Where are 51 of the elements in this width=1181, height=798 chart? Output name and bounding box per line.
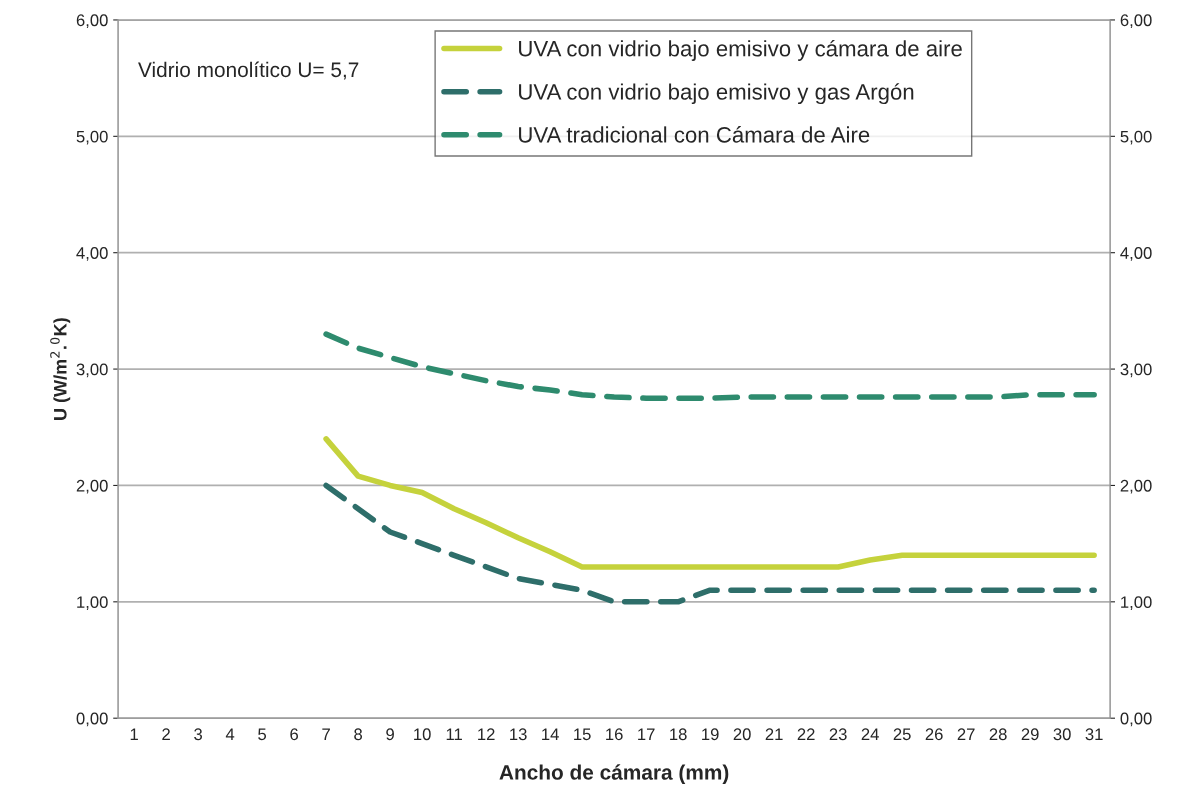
x-tick-label: 17 — [638, 728, 655, 740]
x-tick-label: 4 — [225, 728, 235, 740]
y-axis-title: U (W/m$^{2}$.$^{0}$K) — [50, 318, 71, 420]
x-tick-label: 30 — [1053, 728, 1071, 741]
x-tick-label: 2 — [162, 728, 170, 740]
y-tick-label: 2,00 — [76, 479, 108, 494]
x-tick-label: 22 — [797, 728, 815, 740]
x-tick-label: 7 — [322, 728, 330, 740]
x-tick-label: 6 — [290, 728, 299, 741]
y-tick-label: 3,00 — [76, 363, 108, 378]
x-tick-label: 31 — [1085, 728, 1103, 741]
x-tick-label: 24 — [861, 728, 879, 740]
legend-label: UVA tradicional con Cámara de Aire — [519, 126, 870, 143]
y2-tick-label: 2,00 — [1120, 479, 1152, 494]
x-tick-label: 21 — [765, 728, 783, 740]
legend-label: UVA con vidrio bajo emisivo y cámara de aire — [519, 39, 962, 61]
x-tick-label: 28 — [989, 728, 1007, 741]
x-tick-label: 11 — [446, 728, 462, 740]
y2-tick-label: 6,00 — [1120, 14, 1152, 29]
x-tick-label: 1 — [130, 728, 138, 740]
x-tick-label: 27 — [957, 728, 975, 740]
x-tick-label: 23 — [829, 728, 847, 741]
y2-tick-label: 5,00 — [1120, 130, 1152, 145]
x-tick-label: 29 — [1021, 728, 1039, 741]
y2-tick-label: 4,00 — [1120, 247, 1152, 261]
x-tick-label: 14 — [542, 728, 559, 740]
y-tick-label: 5,00 — [76, 130, 108, 145]
x-tick-label: 16 — [606, 728, 623, 741]
legend-label: UVA con vidrio bajo emisivo y gas Argón — [519, 83, 914, 105]
annotation: Vidrio monolítico U= 5,7 — [138, 61, 359, 80]
x-tick-label: 26 — [925, 728, 943, 741]
x-tick-label: 13 — [510, 728, 527, 741]
y2-tick-label: 1,00 — [1121, 596, 1152, 610]
x-tick-label: 5 — [258, 728, 267, 741]
x-tick-label: 20 — [733, 728, 751, 741]
x-tick-label: 18 — [670, 728, 687, 741]
x-tick-label: 12 — [478, 728, 495, 740]
x-tick-label: 19 — [702, 728, 719, 741]
y-tick-label: 4,00 — [76, 247, 108, 261]
y-tick-label: 0,00 — [76, 712, 108, 727]
x-tick-label: 3 — [194, 728, 203, 741]
x-tick-label: 8 — [354, 728, 363, 741]
y-tick-label: 6,00 — [76, 14, 108, 29]
x-tick-label: 10 — [414, 728, 431, 741]
x-tick-label: 15 — [574, 728, 591, 741]
x-axis-title: Ancho de cámara (mm) — [499, 764, 729, 784]
x-tick-label: 25 — [893, 728, 911, 741]
x-tick-label: 9 — [386, 728, 394, 741]
y2-tick-label: 0,00 — [1120, 712, 1152, 727]
y-tick-label: 1,00 — [77, 596, 108, 610]
y2-tick-label: 3,00 — [1120, 363, 1152, 378]
